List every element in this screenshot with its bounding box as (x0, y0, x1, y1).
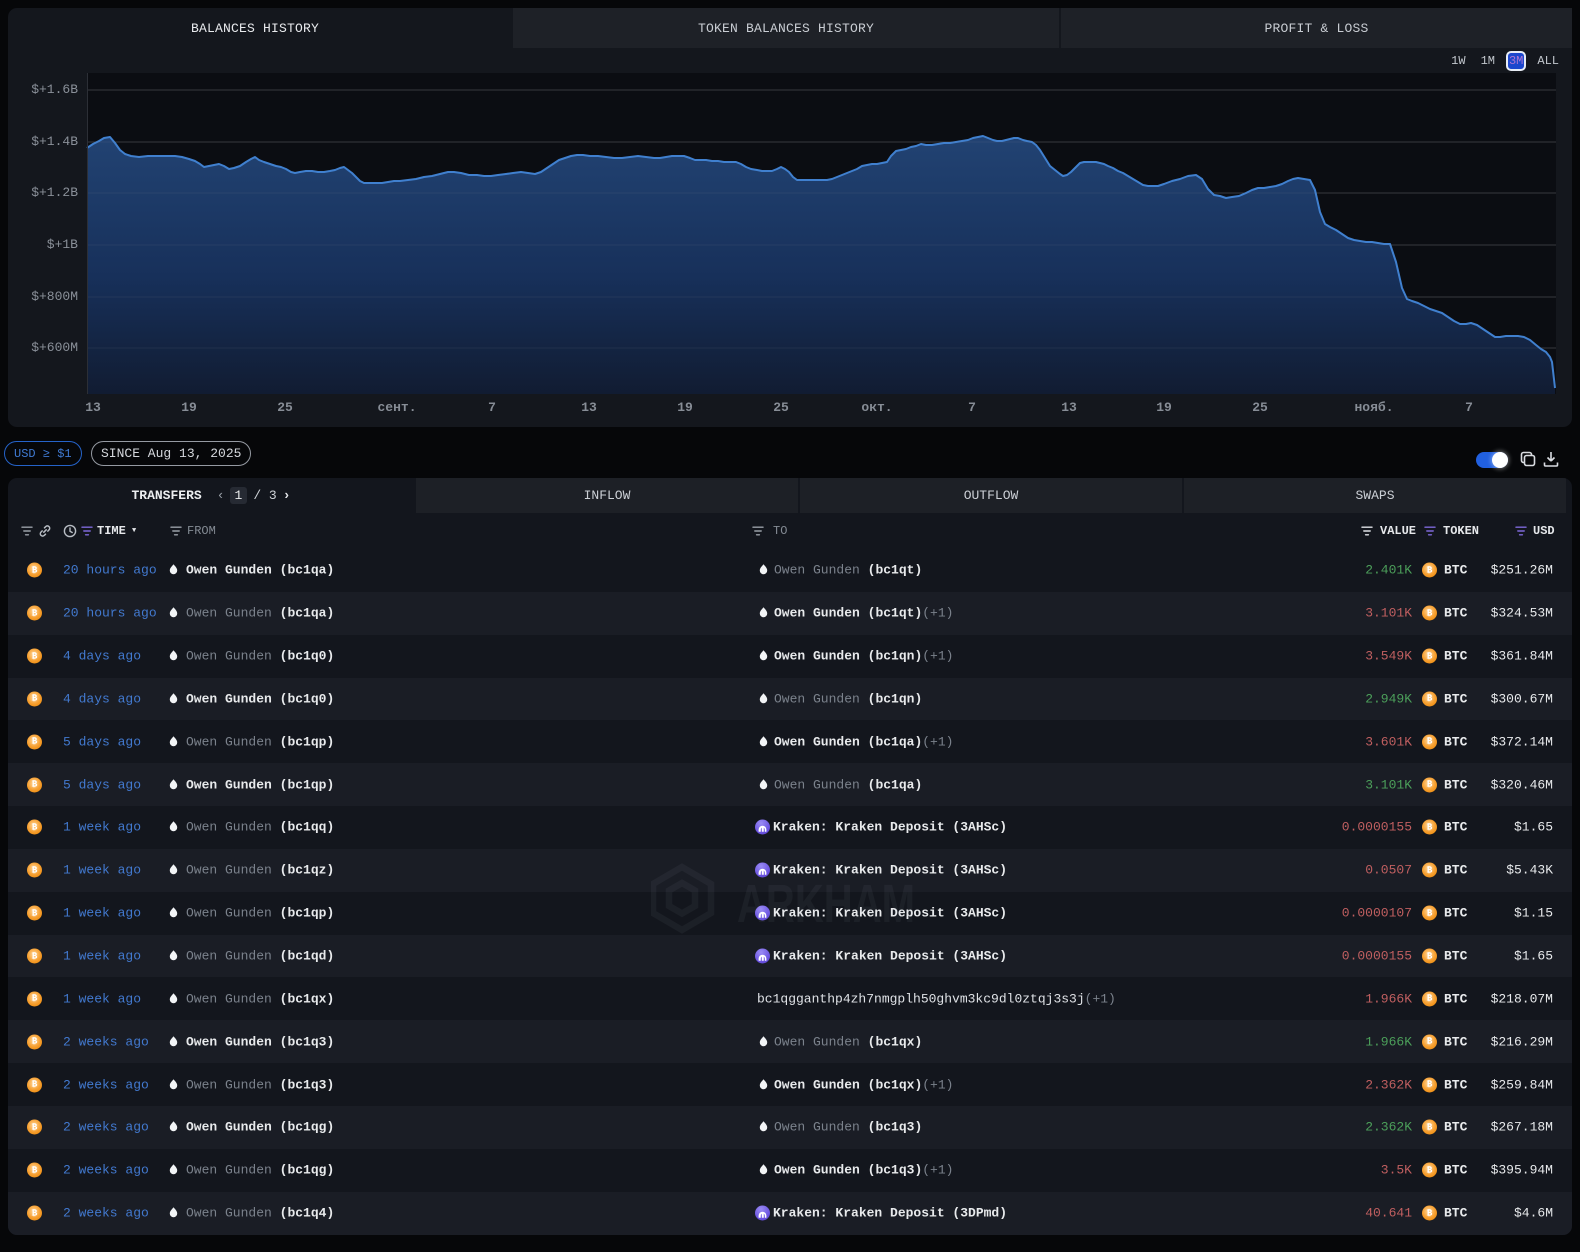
svg-text:ARKHAM: ARKHAM (737, 874, 915, 934)
